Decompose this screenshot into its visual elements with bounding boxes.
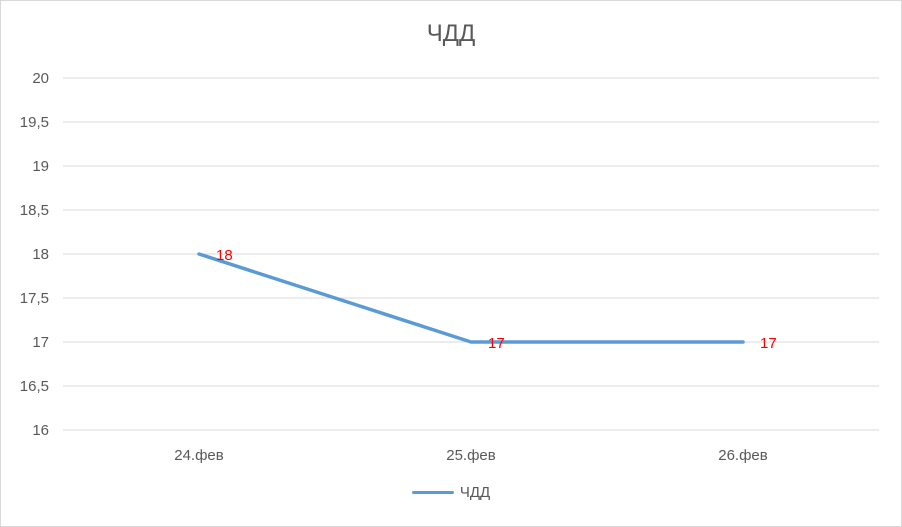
gridlines — [63, 77, 879, 431]
data-label: 18 — [216, 247, 233, 264]
chart-title: ЧДД — [426, 20, 476, 47]
legend-label: ЧДД — [459, 484, 491, 501]
y-tick-label: 20 — [32, 70, 49, 87]
x-tick-label: 26.фев — [718, 447, 768, 464]
y-tick-label: 19 — [32, 158, 49, 175]
legend: ЧДД — [0, 484, 902, 501]
y-tick-label: 18,5 — [20, 202, 49, 219]
y-tick-label: 16 — [32, 422, 49, 439]
y-tick-label: 16,5 — [20, 378, 49, 395]
y-tick-label: 17 — [32, 334, 49, 351]
y-tick-label: 19,5 — [20, 114, 49, 131]
data-label: 17 — [760, 335, 777, 352]
series-layer — [197, 252, 745, 344]
data-label: 17 — [488, 335, 505, 352]
y-tick-label: 17,5 — [20, 290, 49, 307]
data-labels: 18 17 17 — [216, 247, 777, 352]
x-tick-label: 25.фев — [446, 447, 496, 464]
y-axis-tick-labels: 16 16,5 17 17,5 18 18,5 19 19,5 20 — [20, 70, 49, 439]
y-tick-label: 18 — [32, 246, 49, 263]
legend-swatch — [411, 491, 454, 494]
x-tick-label: 24.фев — [174, 447, 224, 464]
series-line — [197, 252, 745, 344]
x-axis-tick-labels: 24.фев 25.фев 26.фев — [174, 447, 768, 464]
